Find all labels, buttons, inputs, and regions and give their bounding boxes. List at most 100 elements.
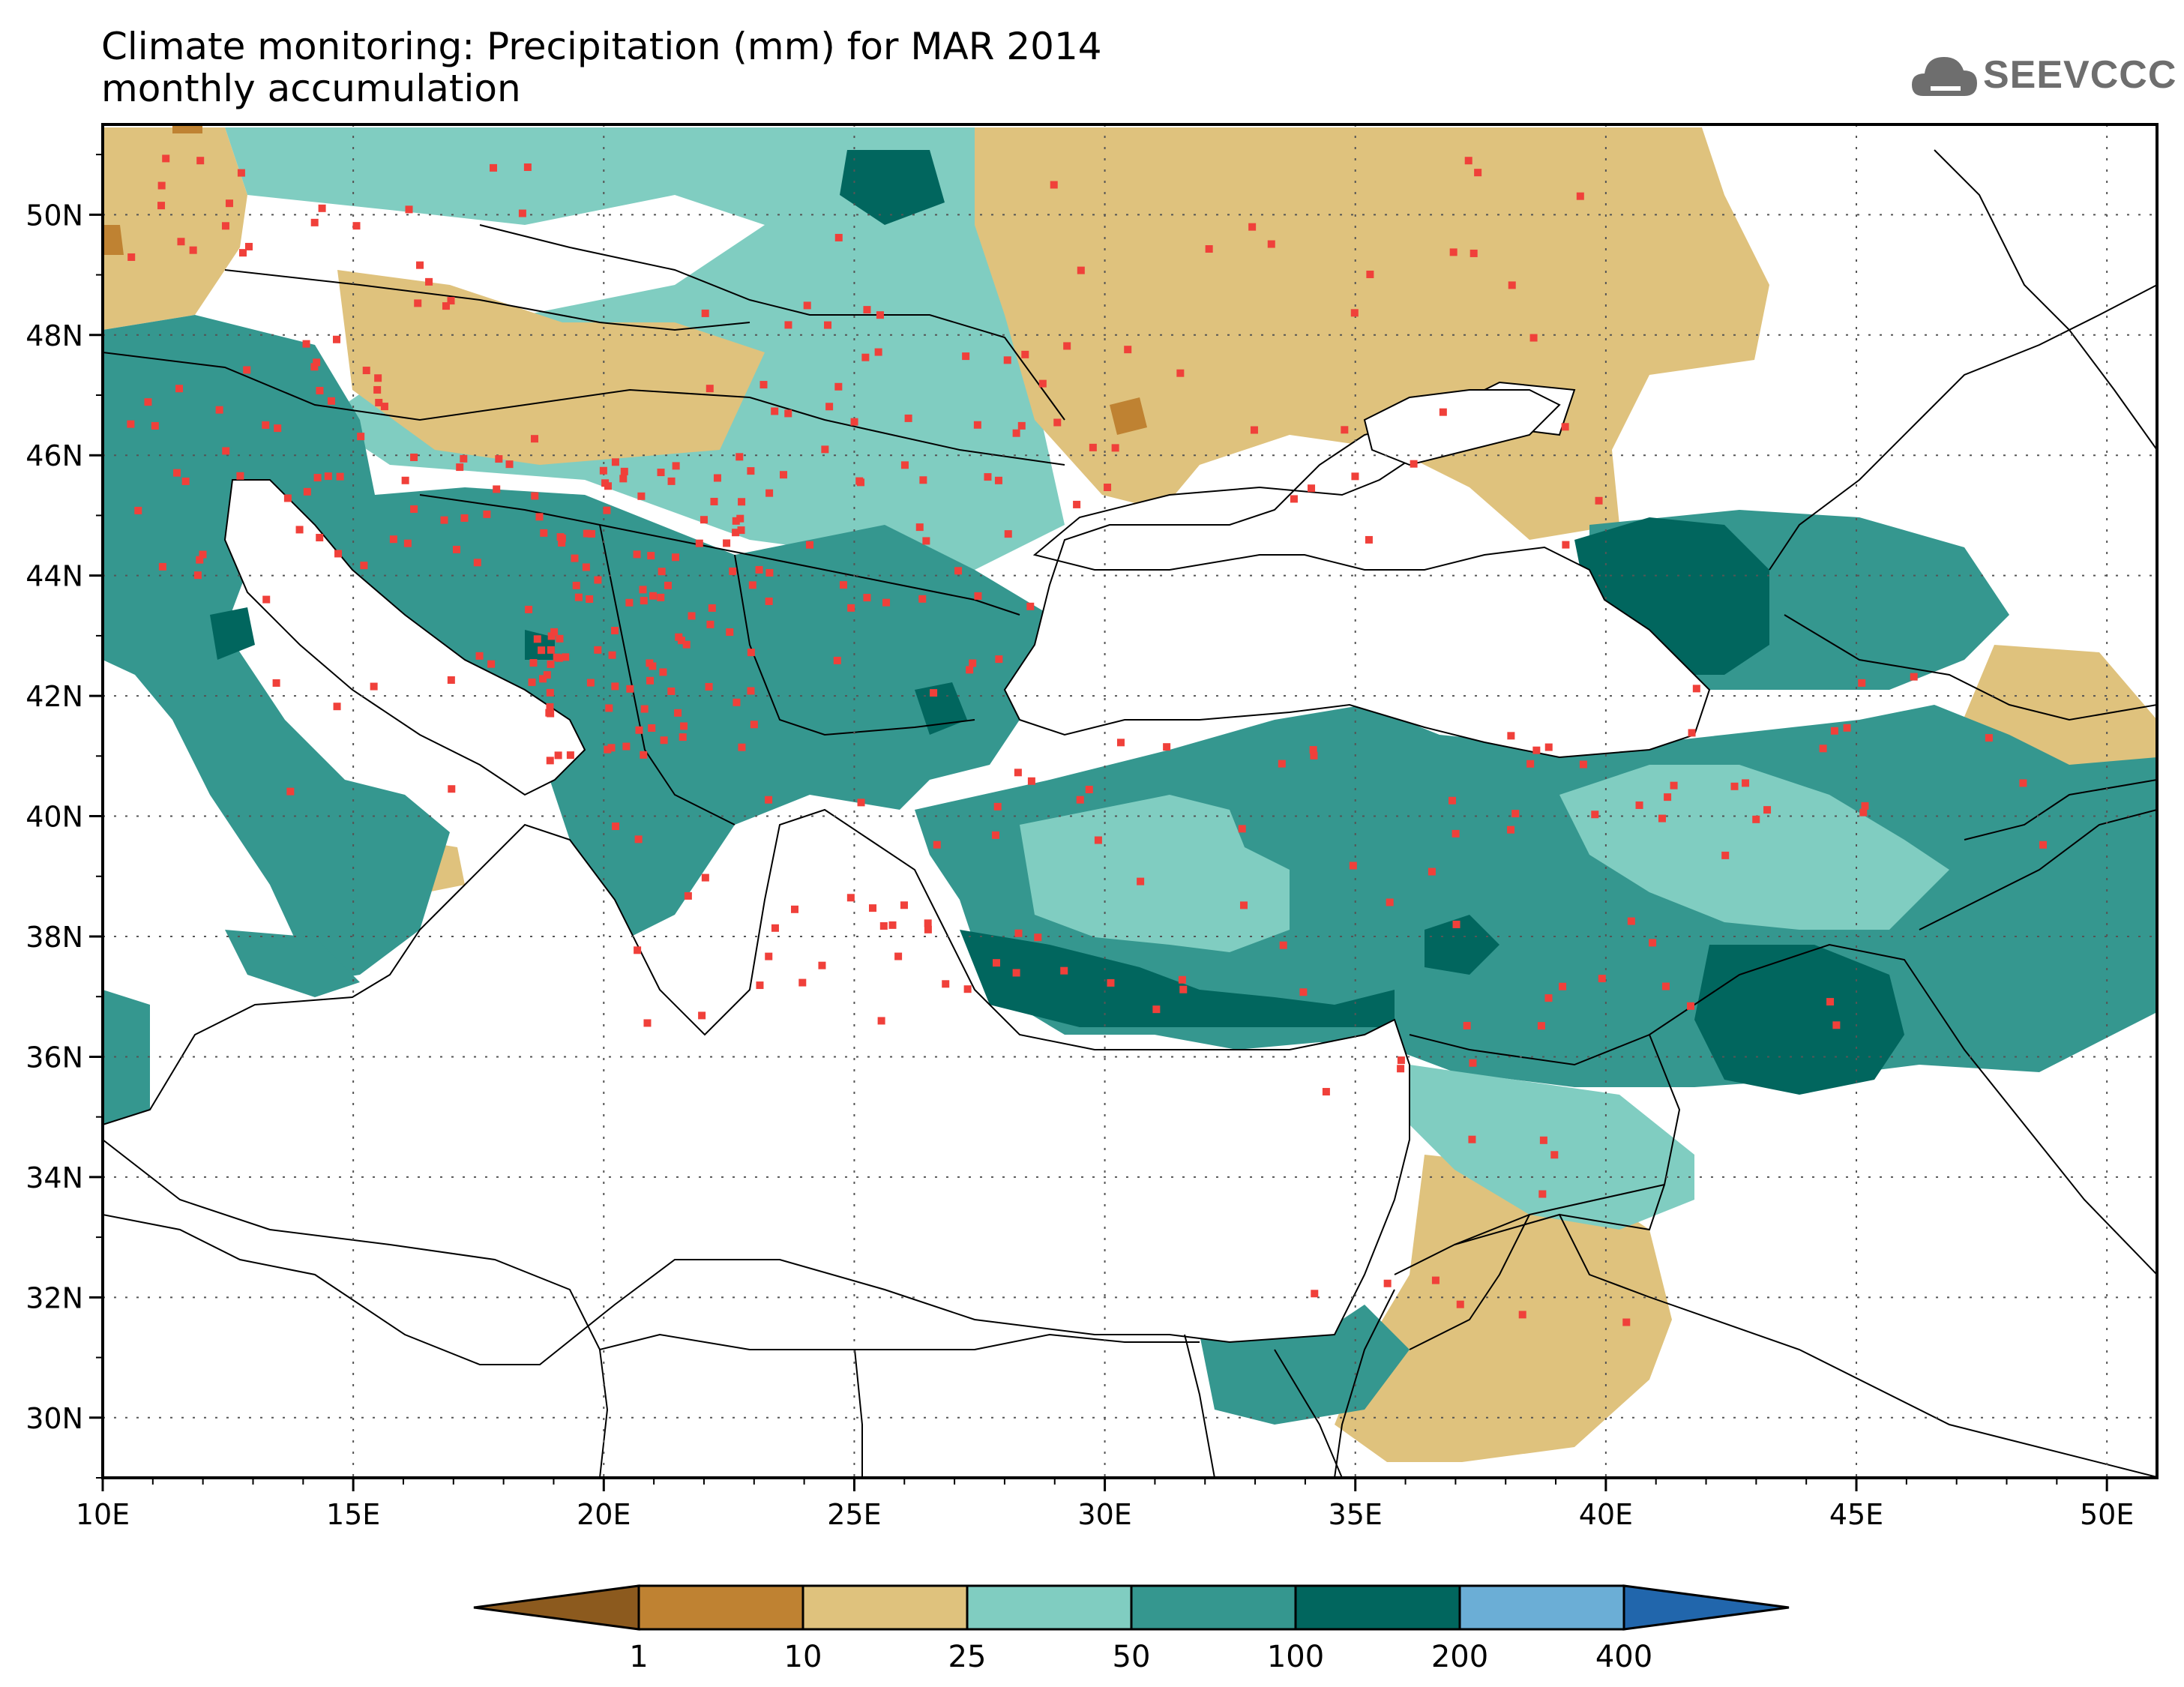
station-marker bbox=[586, 679, 595, 687]
black-sea bbox=[1003, 381, 1711, 759]
station-marker bbox=[1826, 998, 1835, 1006]
station-marker bbox=[748, 581, 756, 589]
station-marker bbox=[1985, 734, 1993, 742]
station-marker bbox=[1452, 829, 1460, 838]
station-marker bbox=[1469, 249, 1478, 257]
station-marker bbox=[1124, 346, 1132, 354]
station-marker bbox=[755, 565, 763, 574]
station-marker bbox=[554, 751, 562, 760]
station-marker bbox=[1449, 248, 1457, 256]
station-marker bbox=[701, 873, 709, 882]
station-marker bbox=[1507, 826, 1515, 834]
title-line-1: Climate monitoring: Precipitation (mm) f… bbox=[101, 25, 1102, 68]
station-marker bbox=[1350, 309, 1359, 317]
station-marker bbox=[701, 309, 709, 317]
station-marker bbox=[1532, 746, 1541, 754]
station-marker bbox=[262, 421, 270, 429]
station-marker bbox=[410, 505, 418, 513]
station-marker bbox=[915, 523, 924, 532]
legend-label: 10 bbox=[784, 1640, 822, 1674]
border-line bbox=[1409, 943, 2157, 1275]
border-line bbox=[1964, 779, 2157, 841]
legend-swatch bbox=[966, 1584, 1133, 1631]
station-marker bbox=[518, 209, 526, 217]
station-marker bbox=[442, 302, 450, 310]
station-marker bbox=[286, 787, 295, 796]
station-marker bbox=[698, 1011, 706, 1020]
y-tick-label: 48N bbox=[25, 319, 83, 352]
station-marker bbox=[493, 485, 501, 493]
station-marker bbox=[1410, 460, 1418, 468]
station-marker bbox=[619, 475, 628, 483]
station-marker bbox=[199, 550, 207, 559]
zone-1-10-carpathian bbox=[1110, 397, 1147, 435]
station-marker bbox=[1763, 806, 1772, 814]
y-tick-label: 34N bbox=[25, 1161, 83, 1194]
station-marker bbox=[611, 458, 619, 466]
station-marker bbox=[738, 743, 746, 751]
station-marker bbox=[175, 385, 184, 393]
station-marker bbox=[732, 517, 740, 525]
station-marker bbox=[648, 724, 656, 732]
station-marker bbox=[460, 514, 469, 522]
station-marker bbox=[974, 592, 982, 600]
station-marker bbox=[405, 205, 413, 214]
station-marker bbox=[1595, 496, 1603, 505]
station-marker bbox=[857, 799, 865, 807]
station-marker bbox=[352, 222, 361, 230]
station-marker bbox=[1448, 796, 1456, 805]
station-marker bbox=[1178, 975, 1186, 984]
zone-50-100-italy-balkans bbox=[103, 315, 1050, 982]
station-marker bbox=[558, 534, 566, 542]
station-marker bbox=[705, 682, 713, 691]
station-marker bbox=[1858, 679, 1866, 687]
station-marker bbox=[158, 562, 166, 571]
station-marker bbox=[846, 894, 855, 902]
station-marker bbox=[735, 453, 744, 461]
station-marker bbox=[375, 398, 383, 406]
station-marker bbox=[1538, 1190, 1547, 1198]
station-marker bbox=[539, 675, 547, 683]
x-tick-label: 15E bbox=[326, 1498, 380, 1531]
station-marker bbox=[1635, 801, 1643, 809]
station-marker bbox=[738, 498, 746, 506]
station-marker bbox=[1670, 781, 1678, 790]
zone-10-25-levant bbox=[1335, 1155, 1672, 1462]
zone-100-200-iraq bbox=[1694, 945, 1904, 1095]
station-marker bbox=[302, 340, 310, 348]
station-marker bbox=[962, 352, 970, 361]
station-marker bbox=[1562, 541, 1570, 549]
station-marker bbox=[919, 476, 927, 484]
station-marker bbox=[834, 233, 843, 241]
station-marker bbox=[448, 785, 456, 793]
station-marker bbox=[1089, 443, 1097, 451]
station-marker bbox=[732, 698, 741, 706]
station-marker bbox=[706, 385, 714, 393]
border-line bbox=[1769, 284, 2157, 571]
y-tick-label: 44N bbox=[25, 560, 83, 593]
graticule bbox=[103, 124, 2157, 1478]
border-line bbox=[419, 494, 1020, 616]
station-marker bbox=[151, 421, 159, 430]
station-marker bbox=[238, 249, 247, 257]
station-marker bbox=[1661, 982, 1670, 990]
station-marker bbox=[401, 476, 409, 484]
station-marker bbox=[1309, 746, 1317, 754]
station-marker bbox=[1383, 1279, 1392, 1287]
border-line bbox=[1274, 1349, 1343, 1478]
station-marker bbox=[237, 169, 245, 177]
station-marker bbox=[274, 424, 282, 433]
station-marker bbox=[821, 445, 829, 454]
station-marker bbox=[765, 796, 773, 804]
station-marker bbox=[1819, 745, 1827, 753]
station-marker bbox=[1511, 810, 1520, 818]
station-marker bbox=[529, 659, 538, 667]
station-marker bbox=[1518, 1311, 1526, 1319]
border-line bbox=[103, 352, 1065, 466]
station-marker bbox=[658, 568, 666, 576]
station-marker bbox=[1038, 379, 1047, 388]
station-marker bbox=[649, 592, 658, 600]
station-marker bbox=[1721, 851, 1730, 859]
station-marker bbox=[1742, 779, 1750, 787]
station-marker bbox=[193, 571, 202, 580]
